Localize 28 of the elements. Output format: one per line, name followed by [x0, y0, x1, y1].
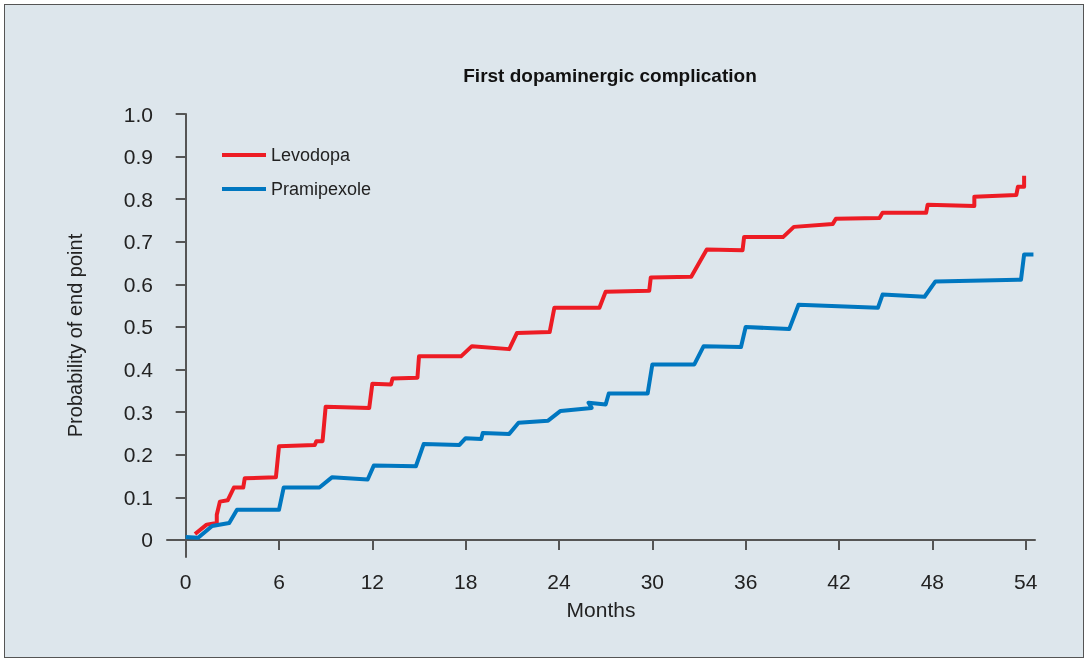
y-tick-label: 0 [141, 528, 153, 552]
y-tick-label: 0.4 [123, 358, 154, 382]
y-tick-label: 0.1 [123, 485, 153, 509]
x-tick-label: 36 [733, 570, 758, 593]
x-tick-label: 42 [827, 570, 851, 593]
x-tick-label: 30 [640, 570, 665, 593]
chart-title: First dopaminergic complication [463, 65, 757, 86]
x-tick-label: 6 [273, 570, 285, 593]
legend-label: Levodopa [271, 145, 352, 165]
y-tick-label: 0.5 [123, 315, 153, 339]
y-tick-label: 1.0 [123, 102, 153, 126]
y-tick-label: 0.2 [123, 443, 153, 467]
x-tick-label: 18 [453, 570, 478, 593]
x-tick-label: 24 [547, 570, 571, 593]
x-tick-label: 54 [1013, 570, 1038, 593]
y-axis-title: Probability of end point [64, 233, 86, 438]
y-tick-label: 0.7 [123, 230, 153, 254]
legend-label: Pramipexole [271, 179, 372, 199]
x-axis-title: Months [566, 598, 636, 621]
y-tick-label: 0.8 [123, 187, 153, 211]
y-tick-label: 0.6 [123, 272, 153, 296]
y-tick-label: 0.3 [123, 400, 153, 424]
x-tick-label: 0 [179, 570, 192, 593]
x-tick-label: 48 [920, 570, 945, 593]
x-tick-label: 12 [360, 570, 385, 593]
y-tick-label: 0.9 [123, 145, 153, 169]
line-series [183, 252, 1036, 540]
line-series [193, 173, 1027, 536]
